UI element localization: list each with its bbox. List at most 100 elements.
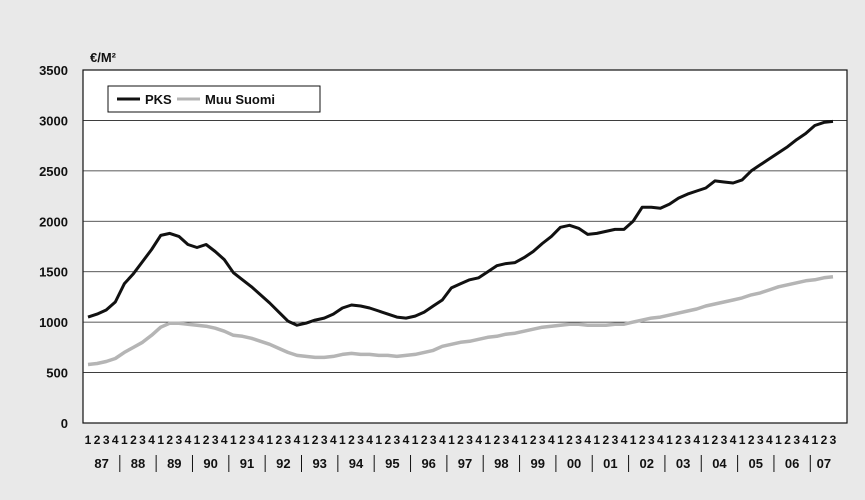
x-quarter-label: 2 (130, 433, 137, 447)
x-quarter-label: 3 (321, 433, 328, 447)
x-quarter-label: 3 (357, 433, 364, 447)
x-quarter-label: 1 (230, 433, 237, 447)
x-year-label: 03 (676, 456, 690, 471)
x-quarter-label: 4 (766, 433, 773, 447)
x-quarter-label: 4 (112, 433, 119, 447)
x-quarter-label: 1 (702, 433, 709, 447)
x-quarter-label: 2 (239, 433, 246, 447)
x-quarter-label: 3 (721, 433, 728, 447)
x-quarter-label: 1 (557, 433, 564, 447)
x-quarter-label: 2 (457, 433, 464, 447)
x-quarter-label: 3 (575, 433, 582, 447)
x-quarter-label: 3 (830, 433, 837, 447)
x-quarter-label: 2 (384, 433, 391, 447)
x-quarter-label: 4 (185, 433, 192, 447)
legend: PKS Muu Suomi (107, 85, 321, 113)
x-quarter-label: 3 (394, 433, 401, 447)
x-year-label: 94 (349, 456, 364, 471)
x-quarter-label: 4 (802, 433, 809, 447)
x-year-label: 07 (817, 456, 831, 471)
x-year-label: 06 (785, 456, 799, 471)
x-quarter-label: 3 (103, 433, 110, 447)
y-tick-label: 2500 (39, 164, 68, 179)
x-quarter-label: 3 (176, 433, 183, 447)
x-quarter-label: 4 (148, 433, 155, 447)
x-quarter-label: 2 (821, 433, 828, 447)
x-quarter-label: 2 (603, 433, 610, 447)
x-quarter-label: 1 (593, 433, 600, 447)
x-quarter-label: 2 (748, 433, 755, 447)
x-quarter-label: 1 (739, 433, 746, 447)
x-quarter-label: 3 (684, 433, 691, 447)
x-quarter-label: 1 (194, 433, 201, 447)
x-quarter-label: 2 (94, 433, 101, 447)
x-quarter-label: 2 (312, 433, 319, 447)
legend-label-pks: PKS (145, 92, 172, 107)
x-quarter-label: 3 (285, 433, 292, 447)
x-quarter-label: 1 (412, 433, 419, 447)
x-quarter-label: 4 (257, 433, 264, 447)
x-quarter-label: 4 (330, 433, 337, 447)
x-quarter-label: 3 (139, 433, 146, 447)
x-year-label: 91 (240, 456, 254, 471)
x-quarter-label: 1 (630, 433, 637, 447)
x-quarter-label: 1 (121, 433, 128, 447)
x-year-label: 02 (640, 456, 654, 471)
y-tick-label: 0 (61, 416, 68, 431)
y-tick-label: 3000 (39, 113, 68, 128)
y-axis-unit-label: €/M² (90, 50, 117, 65)
x-quarter-label: 4 (730, 433, 737, 447)
legend-label-muu-suomi: Muu Suomi (205, 92, 275, 107)
series-lines (87, 119, 834, 367)
x-quarter-label: 2 (421, 433, 428, 447)
legend-box (107, 85, 321, 113)
x-year-label: 00 (567, 456, 581, 471)
x-quarter-label: 1 (266, 433, 273, 447)
x-quarter-label: 1 (157, 433, 164, 447)
x-quarter-label: 1 (521, 433, 528, 447)
x-quarter-label: 3 (612, 433, 619, 447)
x-year-label: 89 (167, 456, 181, 471)
x-quarter-label: 4 (693, 433, 700, 447)
x-quarter-label: 3 (539, 433, 546, 447)
x-quarter-label: 2 (166, 433, 173, 447)
y-tick-label: 1000 (39, 315, 68, 330)
y-tick-label: 500 (46, 366, 68, 381)
x-quarter-label: 4 (366, 433, 373, 447)
x-quarter-label: 4 (512, 433, 519, 447)
x-quarter-label: 3 (430, 433, 437, 447)
y-axis-tick-labels: 0 500 1000 1500 2000 2500 3000 3500 (39, 63, 68, 431)
x-quarter-label: 1 (448, 433, 455, 447)
horizontal-gridlines (83, 120, 847, 373)
series-line-muu-suomi (87, 275, 834, 367)
x-year-label: 96 (421, 456, 435, 471)
x-quarter-label: 3 (466, 433, 473, 447)
x-quarter-label: 2 (275, 433, 282, 447)
x-quarter-label: 1 (484, 433, 491, 447)
y-tick-label: 2000 (39, 214, 68, 229)
x-quarter-label: 2 (203, 433, 210, 447)
x-quarter-label: 1 (339, 433, 346, 447)
x-year-label: 95 (385, 456, 399, 471)
x-quarter-label: 1 (303, 433, 310, 447)
x-quarter-label: 3 (212, 433, 219, 447)
series-line-pks (87, 119, 834, 327)
x-quarter-label: 3 (648, 433, 655, 447)
x-quarter-label: 4 (657, 433, 664, 447)
x-year-label: 04 (712, 456, 727, 471)
x-quarter-label: 1 (666, 433, 673, 447)
x-quarter-label: 4 (548, 433, 555, 447)
x-year-label: 98 (494, 456, 508, 471)
x-year-label: 87 (94, 456, 108, 471)
x-quarter-label: 1 (85, 433, 92, 447)
x-quarter-label: 2 (348, 433, 355, 447)
x-year-label: 90 (203, 456, 217, 471)
x-quarter-label: 4 (403, 433, 410, 447)
x-quarter-label: 2 (493, 433, 500, 447)
x-quarter-label: 4 (294, 433, 301, 447)
y-tick-label: 1500 (39, 265, 68, 280)
x-quarter-label: 1 (375, 433, 382, 447)
